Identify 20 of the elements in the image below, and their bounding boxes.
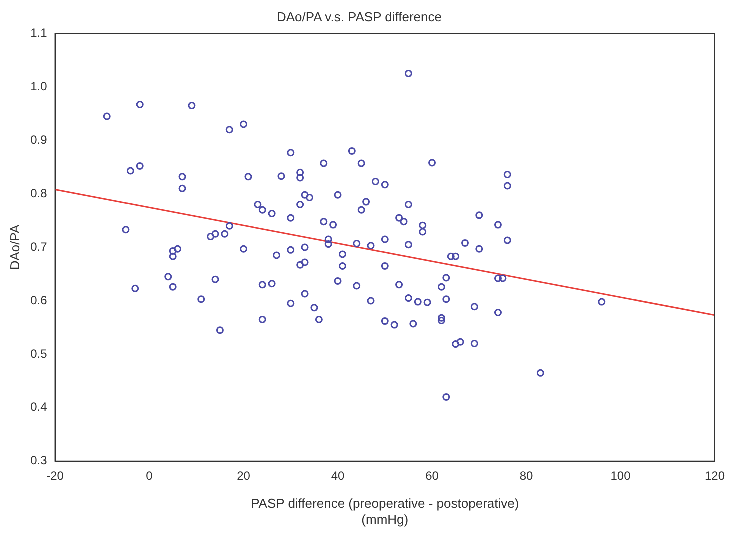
x-tick-label: -20: [46, 468, 64, 483]
x-tick-label: 40: [331, 468, 346, 483]
x-tick-label: 80: [520, 468, 534, 483]
chart-title: DAo/PA v.s. PASP difference: [277, 9, 442, 24]
y-tick-label: 0.9: [30, 132, 48, 147]
x-tick-label: 20: [237, 468, 251, 483]
y-tick-label: 1.1: [30, 26, 48, 40]
y-tick-label: 0.4: [30, 400, 48, 414]
x-tick-label: 60: [426, 468, 440, 483]
y-tick-label: 0.6: [30, 293, 48, 308]
x-tick-label: 120: [704, 468, 726, 483]
y-tick-label: 1.0: [30, 79, 48, 94]
y-tick-label: 0.7: [30, 240, 48, 254]
y-tick-label: 0.3: [30, 454, 48, 468]
y-axis-title: DAo/PA: [7, 224, 22, 270]
y-tick-label: 0.8: [30, 186, 48, 200]
x-tick-label: 0: [146, 468, 154, 483]
x-tick-label: 100: [610, 468, 632, 483]
y-tick-label: 0.5: [30, 346, 48, 361]
x-axis-title: PASP difference (preoperative - postoperative) (mmHg): [251, 496, 520, 527]
